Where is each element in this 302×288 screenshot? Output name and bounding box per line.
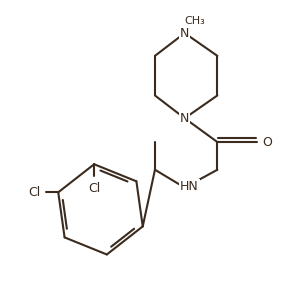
Text: O: O	[262, 136, 272, 149]
Text: CH₃: CH₃	[184, 16, 205, 26]
Text: Cl: Cl	[28, 186, 40, 199]
Text: Cl: Cl	[88, 181, 100, 194]
Text: N: N	[180, 26, 189, 39]
Text: HN: HN	[180, 180, 199, 193]
Text: N: N	[180, 112, 189, 125]
